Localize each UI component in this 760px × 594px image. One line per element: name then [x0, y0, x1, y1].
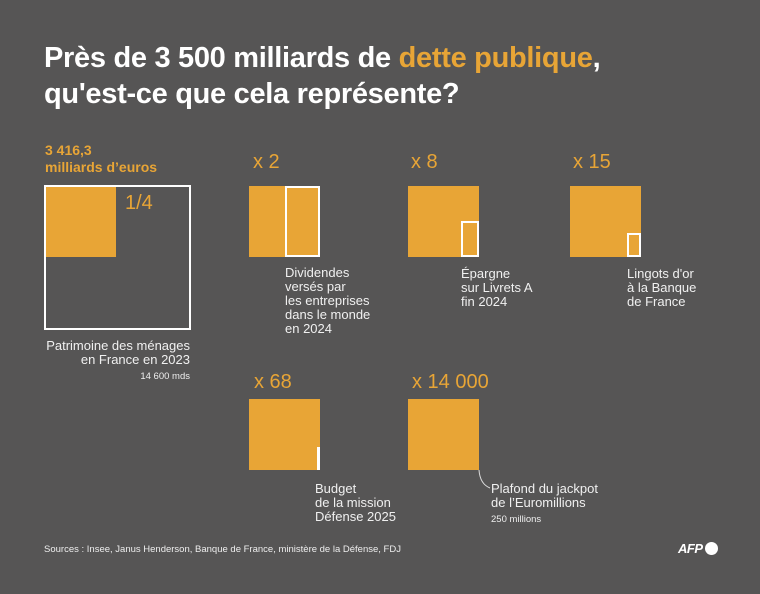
lingots-caption: Lingots d'or à la Banque de France	[627, 267, 696, 309]
page-title: Près de 3 500 milliards de dette publiqu…	[44, 40, 601, 112]
caption-line: Budget	[315, 481, 357, 496]
defense-caption: Budget de la mission Défense 2025	[315, 482, 396, 524]
afp-logo-dot-icon	[704, 542, 718, 555]
livret-a-box	[461, 221, 479, 257]
caption-line: versés par	[285, 279, 346, 294]
ratio-label: x 14 000	[412, 371, 489, 393]
caption-note: 14 600 mds	[140, 371, 190, 382]
caption-line: Plafond du jackpot	[491, 481, 598, 496]
title-part2: ,	[592, 42, 601, 74]
euromillions-caption: Plafond du jackpot de l’Euromillions 250…	[491, 482, 598, 527]
caption-line: Dividendes	[285, 265, 350, 280]
caption-line: les entreprises	[285, 293, 370, 308]
ratio-label: x 68	[254, 371, 292, 393]
caption-line: Lingots d'or	[627, 266, 694, 281]
debt-square	[249, 186, 320, 257]
caption-line: Épargne	[461, 266, 511, 281]
ratio-label: x 2	[253, 151, 280, 173]
leader-line	[478, 469, 491, 489]
caption-line: de France	[627, 294, 686, 309]
debt-square	[408, 399, 479, 470]
debt-amount: 3 416,3 milliards d’euros	[45, 142, 157, 176]
sources: Sources : Insee, Janus Henderson, Banque…	[44, 544, 401, 555]
livret-a-caption: Épargne sur Livrets A fin 2024	[461, 267, 533, 309]
debt-square	[46, 187, 116, 257]
caption-line: à la Banque	[627, 280, 697, 295]
lingots-box	[627, 233, 641, 257]
caption-line: Patrimoine des ménages	[46, 338, 190, 353]
ratio-label: 1/4	[125, 192, 153, 214]
patrimoine-caption: Patrimoine des ménages en France en 2023…	[46, 339, 190, 384]
debt-amount-unit: milliards d’euros	[45, 159, 158, 175]
caption-line: de la mission	[315, 495, 391, 510]
caption-line: sur Livrets A	[461, 280, 533, 295]
title-part1: Près de 3 500 milliards de	[44, 42, 399, 74]
afp-logo-text: AFP	[678, 541, 703, 556]
debt-square	[249, 399, 320, 470]
ratio-label: x 8	[411, 151, 438, 173]
caption-line: fin 2024	[461, 294, 508, 309]
caption-line: Défense 2025	[315, 509, 396, 524]
caption-line: de l’Euromillions	[491, 495, 586, 510]
title-line2: qu'est-ce que cela représente?	[44, 78, 460, 110]
defense-box	[317, 447, 320, 470]
debt-square	[570, 186, 641, 257]
dividendes-box	[285, 186, 320, 257]
caption-line: en France en 2023	[80, 352, 190, 367]
dividendes-caption: Dividendes versés par les entreprises da…	[285, 266, 370, 336]
patrimoine-square	[44, 185, 191, 330]
afp-logo: AFP	[678, 541, 718, 556]
ratio-label: x 15	[573, 151, 611, 173]
caption-line: en 2024	[285, 321, 332, 336]
title-highlight: dette publique	[398, 42, 593, 74]
caption-note: 250 millions	[491, 514, 542, 525]
caption-line: dans le monde	[285, 307, 371, 322]
debt-amount-value: 3 416,3	[45, 142, 92, 158]
